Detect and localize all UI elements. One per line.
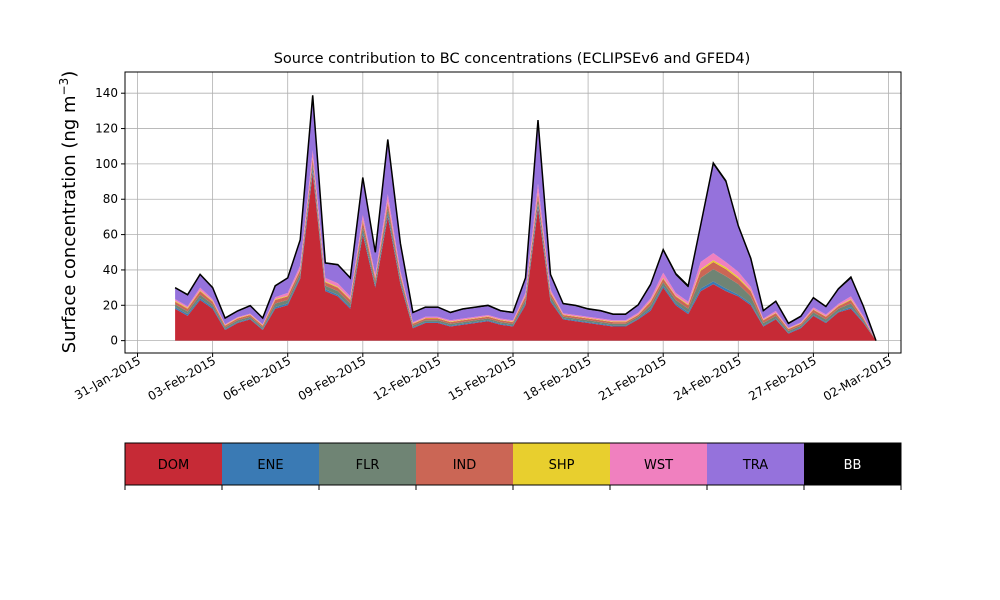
legend-swatch-dom [125, 443, 222, 485]
y-axis-label: Surface concentration (ng m−3) [57, 71, 80, 354]
total-line [174, 95, 877, 341]
y-axis-label-superscript: −3 [57, 78, 71, 96]
y-axis-label-main: Surface concentration (ng m [59, 95, 80, 353]
area-dom [175, 172, 877, 341]
y-tick-label: 60 [103, 228, 118, 242]
y-axis-label-close: ) [59, 71, 80, 78]
legend-swatch-ene [222, 443, 319, 485]
y-tick-label: 40 [103, 263, 118, 277]
y-tick-label: 0 [110, 334, 118, 348]
area-tra [175, 97, 877, 341]
chart-title: Source contribution to BC concentrations… [274, 51, 751, 67]
legend: DOM ENE FLR IND SHP WST TRA BB [124, 442, 902, 490]
legend-swatch-ind [416, 443, 513, 485]
legend-label-ene: ENE [257, 458, 283, 473]
y-tick-label: 100 [95, 157, 118, 171]
legend-label-bb: BB [844, 458, 862, 473]
legend-label-dom: DOM [158, 458, 189, 473]
y-tick-label: 120 [95, 122, 118, 136]
y-tick-label: 20 [103, 298, 118, 312]
y-tick-label: 140 [95, 86, 118, 100]
legend-swatch-bb [804, 443, 901, 485]
legend-label-flr: FLR [356, 458, 380, 473]
legend-label-wst: WST [644, 458, 673, 473]
legend-swatch-shp [513, 443, 610, 485]
legend-label-ind: IND [453, 458, 477, 473]
y-axis-ticks: 0 20 40 60 80 100 120 140 [95, 86, 125, 348]
legend-label-shp: SHP [549, 458, 575, 473]
legend-swatch-flr [319, 443, 416, 485]
legend-swatch-wst [610, 443, 707, 485]
legend-swatch-tra [707, 443, 804, 485]
legend-label-tra: TRA [742, 458, 768, 473]
y-tick-label: 80 [103, 192, 118, 206]
